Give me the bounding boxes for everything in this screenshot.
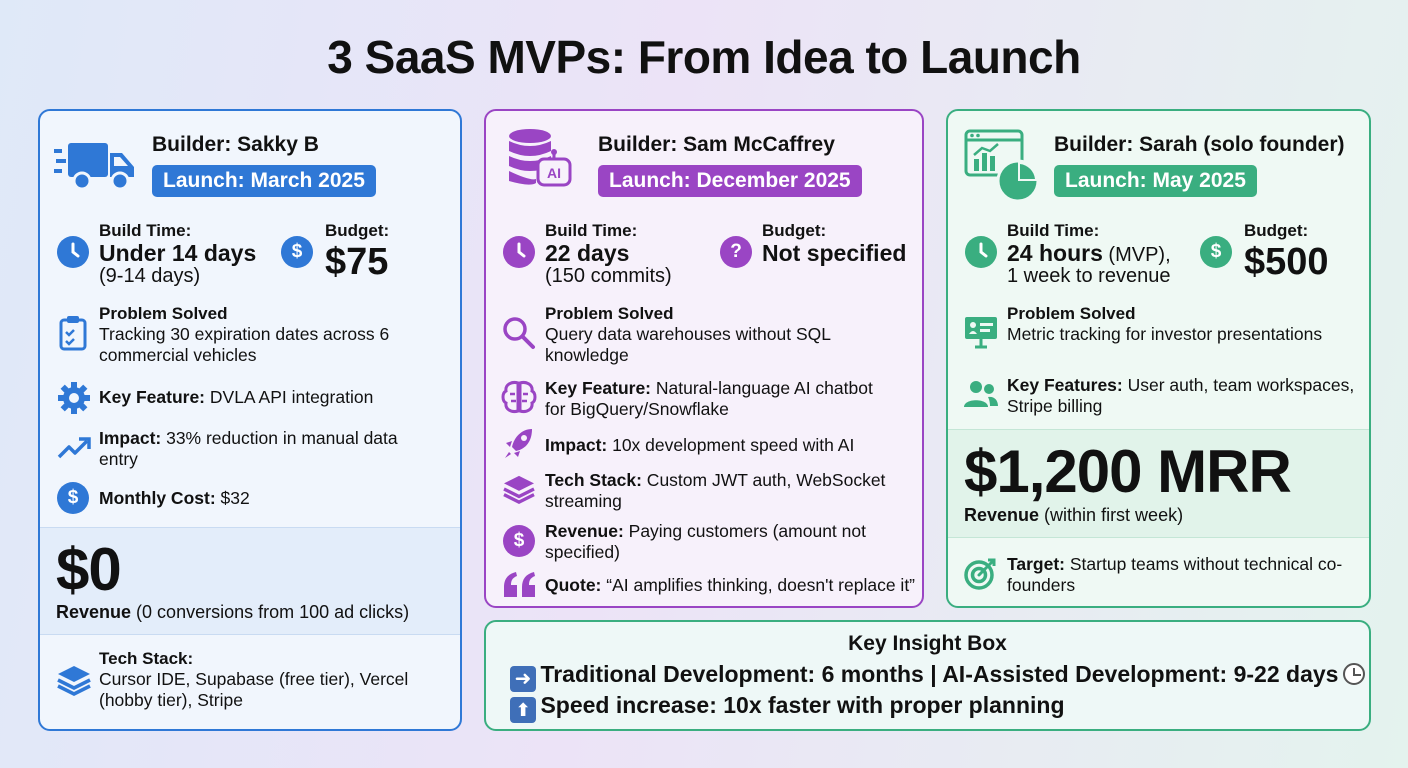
build-time-sub: 1 week to revenue [1007,265,1171,287]
arrow-up-icon: ⬆ [510,697,536,723]
budget-value: $75 [325,241,389,283]
launch-badge: Launch: May 2025 [1054,165,1257,197]
insight-heading: Key Insight Box [848,632,1007,655]
build-time-value: 24 hours (MVP), [1007,240,1171,266]
budget-value: $500 [1244,241,1329,283]
dollar-icon: $ [57,482,89,514]
tech-stack-text: Cursor IDE, Supabase (free tier), Vercel… [99,669,409,710]
key-insight-box: Key Insight Box ➜ Traditional Developmen… [484,620,1371,731]
clipboard-icon [59,316,87,351]
revenue-value: $0 [56,536,122,603]
insight-line-2: ⬆ Speed increase: 10x faster with proper… [510,692,1065,723]
build-time-label: Build Time: [1007,221,1100,240]
card-sakky: Builder: Sakky B Launch: March 2025 Buil… [38,109,462,731]
page-title: 3 SaaS MVPs: From Idea to Launch [327,31,1081,83]
key-feature: Key Feature: Natural-language AI chatbot… [545,378,873,419]
revenue: Revenue: Paying customers (amount not sp… [545,521,866,562]
builder-name: Builder: Sarah (solo founder) [1054,133,1345,156]
clock-icon [1342,663,1365,685]
card-sam: AI Builder: Sam McCaffrey Launch: Decemb… [484,109,924,608]
clock-icon [57,236,89,268]
brain-icon [501,381,537,413]
quote-icon [504,572,535,597]
question-icon: ? [720,236,752,268]
revenue-value: $1,200 MRR [964,438,1292,505]
build-time-value: 22 days [545,240,630,266]
ai-badge-text: AI [547,165,561,181]
build-time-label: Build Time: [99,221,192,240]
problem-label: Problem Solved [1007,304,1136,323]
target-icon [964,558,996,590]
arrow-right-icon: ➜ [510,666,536,692]
target: Target: Startup teams without technical … [1007,554,1343,595]
quote: Quote: “AI amplifies thinking, doesn't r… [545,575,916,595]
layers-icon [503,475,535,504]
build-time-label: Build Time: [545,221,638,240]
revenue-band: $1,200 MRR Revenue (within first week) [948,429,1369,538]
problem-label: Problem Solved [545,304,674,323]
dollar-icon: $ [1200,236,1232,268]
gear-icon [58,382,90,414]
trend-up-icon [57,437,91,459]
budget-value: Not specified [762,240,907,266]
problem-label: Problem Solved [99,304,228,323]
problem-text: Query data warehouses without SQL knowle… [545,324,831,365]
key-feature: Key Feature: DVLA API integration [99,387,374,407]
dollar-icon: $ [503,525,535,557]
users-icon [964,381,998,407]
budget-label: Budget: [762,221,827,240]
build-time-sub: (9-14 days) [99,265,201,287]
revenue-text: Revenue (0 conversions from 100 ad click… [56,602,410,622]
dollar-icon: $ [281,236,313,268]
database-ai-icon: AI [509,129,572,187]
rocket-icon [505,429,532,458]
search-icon [503,317,535,349]
launch-badge: Launch: December 2025 [598,165,862,197]
revenue-band: $0 Revenue (0 conversions from 100 ad cl… [40,527,460,635]
clock-icon [503,236,535,268]
launch-badge: Launch: March 2025 [152,165,376,197]
layers-icon [57,666,91,696]
problem-text: Tracking 30 expiration dates across 6 co… [99,324,390,365]
builder-name: Builder: Sam McCaffrey [598,133,835,156]
build-time-value: Under 14 days [99,240,257,266]
key-features: Key Features: User auth, team workspaces… [1007,375,1355,416]
card-sarah: Builder: Sarah (solo founder) Launch: Ma… [946,109,1371,608]
presentation-icon [965,317,997,349]
tech-stack-label: Tech Stack: [99,649,194,668]
impact: Impact: 33% reduction in manual data ent… [99,428,398,469]
budget-label: Budget: [1244,221,1309,240]
dashboard-chart-icon [964,129,1040,203]
budget-label: Budget: [325,221,390,240]
build-time-sub: (150 commits) [545,265,672,287]
revenue-text: Revenue (within first week) [964,505,1184,525]
builder-name: Builder: Sakky B [152,133,319,156]
clock-icon [965,236,997,268]
impact: Impact: 10x development speed with AI [545,435,855,455]
truck-icon [54,143,134,191]
problem-text: Metric tracking for investor presentatio… [1007,324,1323,344]
insight-line-1: ➜ Traditional Development: 6 months | AI… [510,661,1365,692]
monthly-cost: Monthly Cost: $32 [99,488,250,508]
tech-stack: Tech Stack: Custom JWT auth, WebSocket s… [545,470,886,511]
